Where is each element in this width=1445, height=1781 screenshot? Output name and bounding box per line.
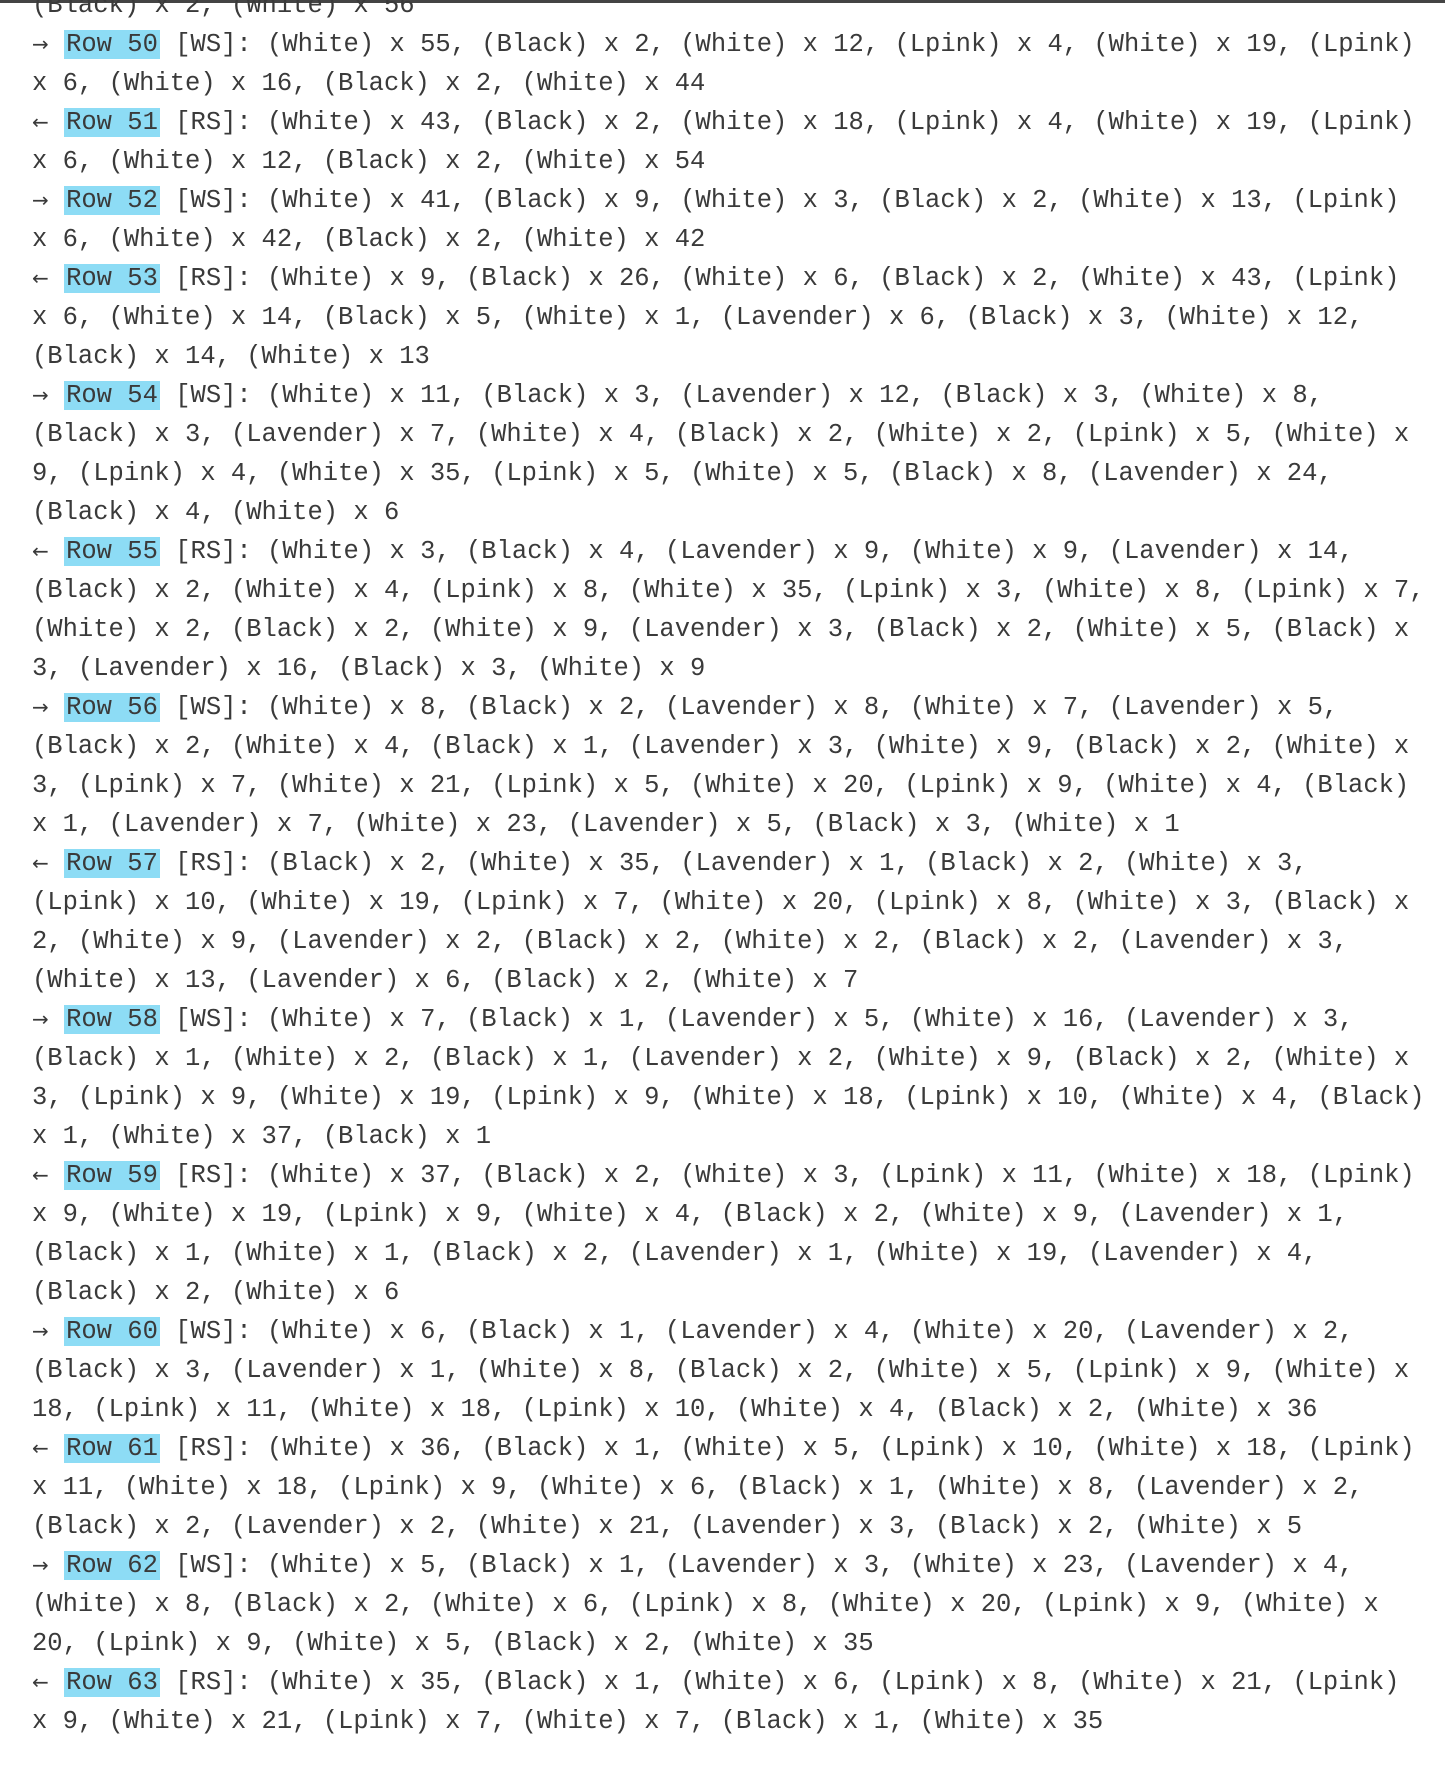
row-label: Row 51 <box>64 108 160 137</box>
pattern-row: → Row 50 [WS]: (White) x 55, (Black) x 2… <box>32 25 1427 103</box>
pattern-row: ← Row 59 [RS]: (White) x 37, (Black) x 2… <box>32 1156 1427 1312</box>
row-label: Row 52 <box>64 186 160 215</box>
row-stitches: (White) x 9, (Black) x 26, (White) x 6, … <box>32 264 1400 371</box>
arrow-left-icon: ← <box>32 266 49 290</box>
pattern-row: ← Row 63 [RS]: (White) x 35, (Black) x 1… <box>32 1663 1427 1741</box>
row-side: [WS]: <box>175 381 252 410</box>
row-label: Row 54 <box>64 381 160 410</box>
row-stitches: (White) x 36, (Black) x 1, (White) x 5, … <box>32 1434 1415 1541</box>
row-label: Row 55 <box>64 537 160 566</box>
pattern-row: → Row 60 [WS]: (White) x 6, (Black) x 1,… <box>32 1312 1427 1429</box>
pattern-row: ← Row 55 [RS]: (White) x 3, (Black) x 4,… <box>32 532 1427 688</box>
row-label: Row 63 <box>64 1668 160 1697</box>
row-label: Row 58 <box>64 1005 160 1034</box>
row-stitches: (White) x 7, (Black) x 1, (Lavender) x 5… <box>32 1005 1425 1151</box>
row-stitches: (White) x 43, (Black) x 2, (White) x 18,… <box>32 108 1415 176</box>
partial-row-text: (Black) x 2, (White) x 56 <box>32 0 415 20</box>
row-stitches: (White) x 41, (Black) x 9, (White) x 3, … <box>32 186 1400 254</box>
row-stitches: (White) x 37, (Black) x 2, (White) x 3, … <box>32 1161 1415 1307</box>
row-stitches: (White) x 8, (Black) x 2, (Lavender) x 8… <box>32 693 1410 839</box>
row-label: Row 62 <box>64 1551 160 1580</box>
pattern-row: → Row 58 [WS]: (White) x 7, (Black) x 1,… <box>32 1000 1427 1156</box>
row-side: [WS]: <box>175 1551 252 1580</box>
arrow-left-icon: ← <box>32 1163 49 1187</box>
arrow-right-icon: → <box>32 32 49 56</box>
arrow-right-icon: → <box>32 1007 49 1031</box>
row-side: [WS]: <box>175 693 252 722</box>
pattern-row: ← Row 51 [RS]: (White) x 43, (Black) x 2… <box>32 103 1427 181</box>
row-side: [WS]: <box>175 1317 252 1346</box>
row-stitches: (White) x 11, (Black) x 3, (Lavender) x … <box>32 381 1410 527</box>
row-stitches: (White) x 6, (Black) x 1, (Lavender) x 4… <box>32 1317 1410 1424</box>
row-label: Row 53 <box>64 264 160 293</box>
pattern-row: → Row 54 [WS]: (White) x 11, (Black) x 3… <box>32 376 1427 532</box>
arrow-left-icon: ← <box>32 110 49 134</box>
row-label: Row 57 <box>64 849 160 878</box>
arrow-left-icon: ← <box>32 539 49 563</box>
arrow-left-icon: ← <box>32 1670 49 1694</box>
row-side: [WS]: <box>175 186 252 215</box>
arrow-right-icon: → <box>32 695 49 719</box>
row-label: Row 60 <box>64 1317 160 1346</box>
pattern-row: ← Row 61 [RS]: (White) x 36, (Black) x 1… <box>32 1429 1427 1546</box>
row-side: [RS]: <box>175 537 252 566</box>
arrow-right-icon: → <box>32 1553 49 1577</box>
pattern-row: → Row 52 [WS]: (White) x 41, (Black) x 9… <box>32 181 1427 259</box>
row-label: Row 61 <box>64 1434 160 1463</box>
row-side: [RS]: <box>175 1434 252 1463</box>
arrow-right-icon: → <box>32 1319 49 1343</box>
row-side: [RS]: <box>175 1668 252 1697</box>
row-side: [RS]: <box>175 1161 252 1190</box>
row-stitches: (Black) x 2, (White) x 35, (Lavender) x … <box>32 849 1410 995</box>
row-side: [RS]: <box>175 108 252 137</box>
row-stitches: (White) x 35, (Black) x 1, (White) x 6, … <box>32 1668 1400 1736</box>
row-side: [WS]: <box>175 1005 252 1034</box>
arrow-right-icon: → <box>32 188 49 212</box>
pattern-row: ← Row 53 [RS]: (White) x 9, (Black) x 26… <box>32 259 1427 376</box>
pattern-row: → Row 62 [WS]: (White) x 5, (Black) x 1,… <box>32 1546 1427 1663</box>
row-label: Row 56 <box>64 693 160 722</box>
arrow-right-icon: → <box>32 383 49 407</box>
pattern-row: ← Row 57 [RS]: (Black) x 2, (White) x 35… <box>32 844 1427 1000</box>
pattern-instructions: (Black) x 2, (White) x 56 → Row 50 [WS]:… <box>32 0 1427 1741</box>
row-side: [WS]: <box>175 30 252 59</box>
row-side: [RS]: <box>175 849 252 878</box>
pattern-row: → Row 56 [WS]: (White) x 8, (Black) x 2,… <box>32 688 1427 844</box>
top-border <box>0 0 1445 3</box>
arrow-left-icon: ← <box>32 1436 49 1460</box>
row-stitches: (White) x 5, (Black) x 1, (Lavender) x 3… <box>32 1551 1379 1658</box>
row-label: Row 59 <box>64 1161 160 1190</box>
row-stitches: (White) x 55, (Black) x 2, (White) x 12,… <box>32 30 1415 98</box>
row-side: [RS]: <box>175 264 252 293</box>
arrow-left-icon: ← <box>32 851 49 875</box>
row-stitches: (White) x 3, (Black) x 4, (Lavender) x 9… <box>32 537 1425 683</box>
row-label: Row 50 <box>64 30 160 59</box>
